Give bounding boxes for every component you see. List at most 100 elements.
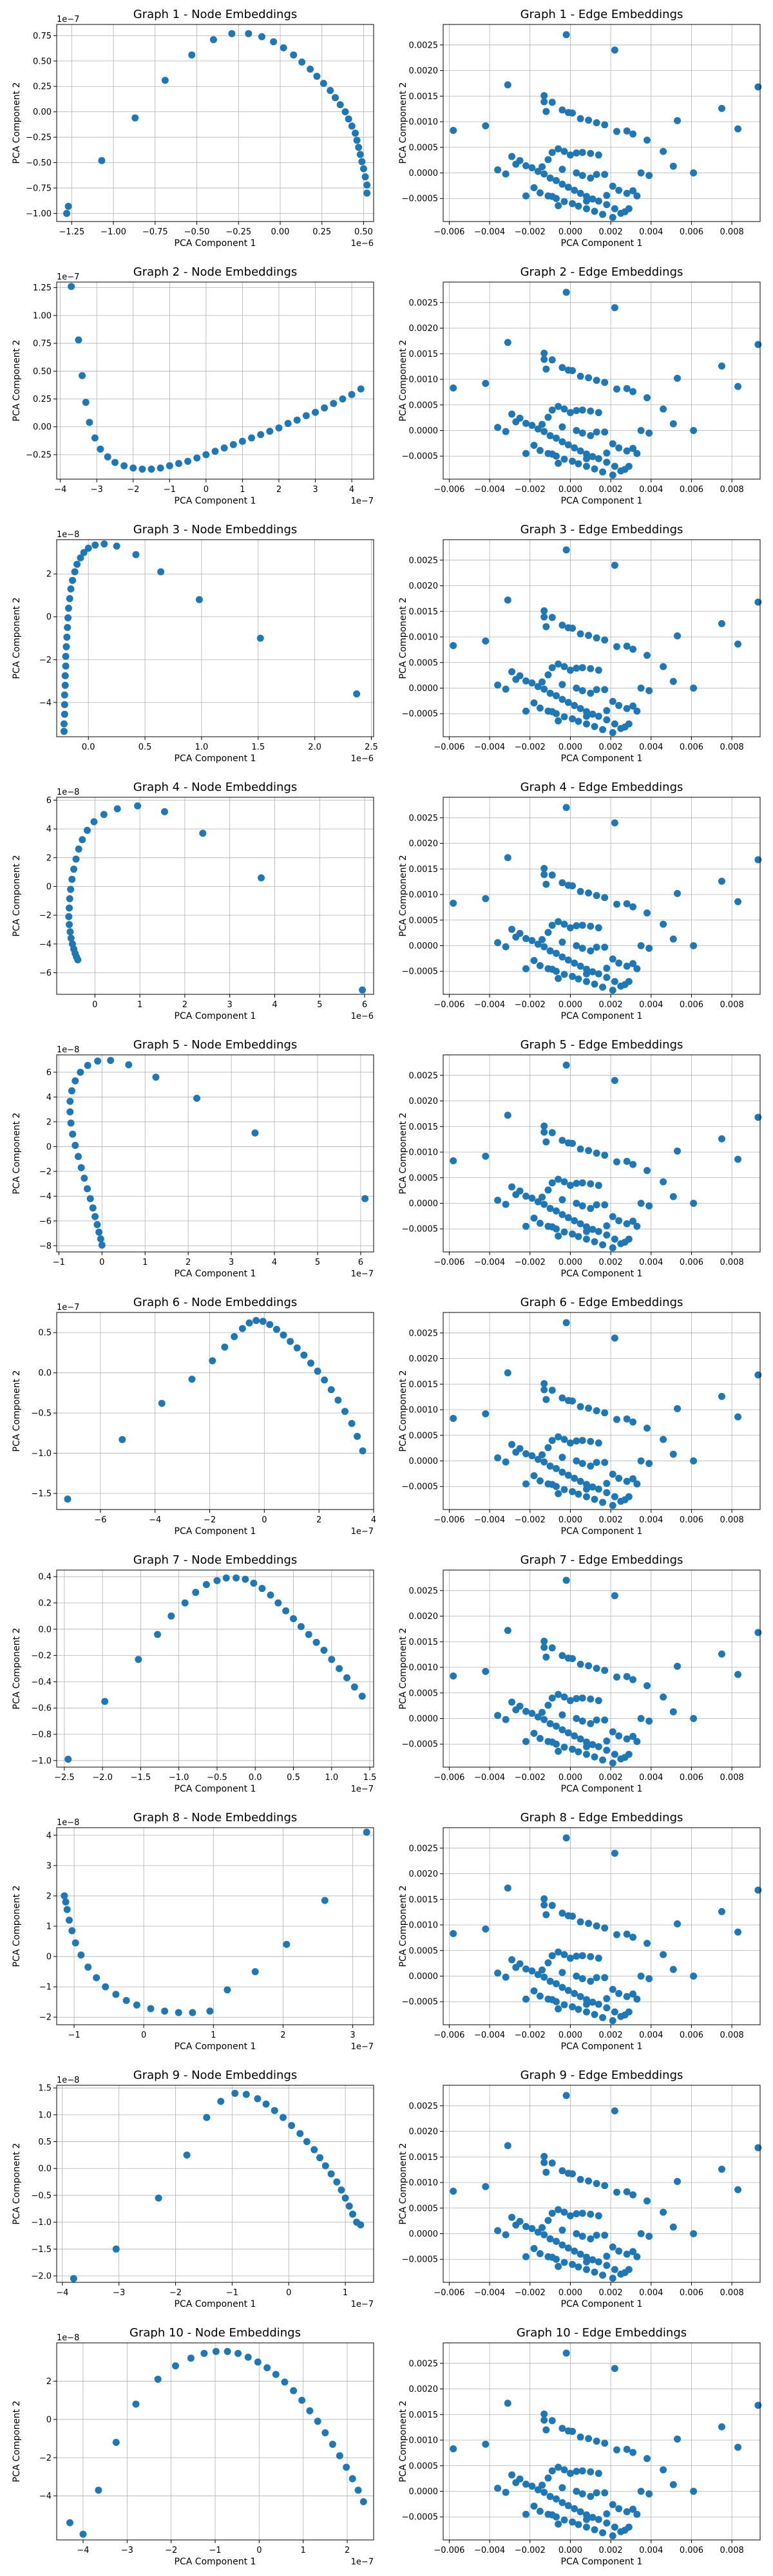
edge-chart-10-point-81 (617, 2528, 625, 2535)
node-chart-2-point-34 (348, 391, 356, 399)
edge-chart-9-point-66 (633, 2253, 641, 2260)
edge-chart-7-point-28 (516, 1702, 524, 1710)
edge-chart-5-point-77 (582, 1235, 590, 1243)
edge-chart-7-ytick-label-3: 0.0010 (409, 1663, 439, 1673)
edge-chart-2-point-65 (623, 447, 631, 455)
node-chart-2-point-13 (157, 464, 164, 472)
edge-chart-2-point-54 (595, 409, 602, 417)
edge-chart-7-point-51 (573, 1694, 580, 1702)
node-chart-4-point-20 (67, 934, 75, 942)
node-chart-2-xtick-label-1: −3 (91, 485, 103, 495)
node-chart-3-point-24 (61, 681, 69, 689)
edge-chart-5-point-66 (633, 1222, 641, 1230)
node-chart-3-point-21 (62, 652, 70, 660)
node-chart-1-point-30 (363, 181, 371, 189)
edge-chart-4-point-3 (482, 895, 490, 902)
node-chart-9-series (70, 2090, 365, 2282)
edge-chart-3-point-1 (611, 562, 618, 569)
edge-chart-4-point-76 (575, 975, 582, 983)
node-chart-5-ytick-label-5: 2 (46, 1117, 52, 1127)
node-chart-7-ylabel: PCA Component 2 (12, 1628, 22, 1710)
edge-chart-5-ytick-label-3: 0.0010 (409, 1148, 439, 1158)
node-chart-6-point-0 (64, 1495, 72, 1503)
edge-chart-9-point-21 (734, 2186, 742, 2193)
node-chart-6-point-6 (231, 1332, 238, 1340)
node-chart-8-xtick-label-0: −1 (68, 2031, 80, 2040)
edge-chart-4-point-49 (560, 920, 568, 928)
node-chart-1-ytick-label-5: 0.25 (33, 82, 52, 92)
edge-chart-4-point-2 (450, 900, 457, 907)
edge-chart-8-ylabel: PCA Component 2 (398, 1886, 408, 1967)
node-chart-7-grid (57, 1570, 374, 1767)
edge-chart-9-point-35 (558, 2241, 566, 2249)
edge-chart-9-point-40 (589, 2256, 596, 2264)
edge-chart-2-point-55 (544, 413, 552, 421)
edge-chart-2-point-78 (591, 465, 598, 473)
edge-chart-5-point-81 (617, 1240, 625, 1247)
edge-chart-2-point-51 (573, 406, 580, 414)
edge-chart-7-point-16 (629, 1676, 637, 1683)
edge-chart-7-point-12 (585, 1662, 593, 1670)
edge-chart-9-point-75 (569, 2260, 577, 2268)
edge-chart-5-ytick-label-1: 0.0000 (409, 1199, 439, 1209)
node-chart-1-ytick-label-4: 0.00 (33, 108, 52, 117)
edge-chart-10-point-40 (589, 2514, 596, 2521)
node-chart-8-ylabel: PCA Component 2 (12, 1886, 22, 1967)
edge-chart-5-xtick-label-0: −0.006 (434, 1258, 464, 1267)
edge-chart-3-point-58 (573, 684, 580, 692)
node-chart-4-point-2 (199, 829, 207, 837)
edge-chart-8-point-4 (504, 1884, 511, 1892)
edge-chart-9-point-45 (494, 2227, 502, 2235)
edge-chart-10-point-38 (577, 2508, 584, 2515)
edge-chart-9-ytick-label-1: 0.0000 (409, 2230, 439, 2239)
node-chart-7-xtick-label-7: 1.0 (325, 1773, 338, 1783)
node-chart-4-point-4 (134, 802, 142, 810)
edge-chart-5-point-45 (494, 1197, 502, 1204)
edge-chart-7-xtick-label-3: 0.000 (558, 1773, 582, 1783)
edge-chart-10-series (450, 2349, 762, 2540)
node-chart-2-point-5 (91, 434, 99, 442)
node-chart-2-xtick-label-7: 3 (312, 485, 318, 495)
node-chart-7-xtick-label-6: 0.5 (287, 1773, 300, 1783)
edge-chart-1-point-52 (578, 149, 586, 156)
node-chart-2-point-17 (193, 454, 201, 462)
node-chart-5-xlabel: PCA Component 1 (175, 1269, 256, 1279)
node-chart-2-point-26 (275, 424, 283, 431)
edge-chart-9-xtick-label-5: 0.004 (639, 2288, 663, 2298)
node-chart-4-point-5 (113, 805, 121, 813)
node-chart-7-xtick-label-0: −2.5 (54, 1773, 75, 1783)
edge-chart-7-point-58 (573, 1714, 580, 1722)
edge-chart-3-point-41 (595, 712, 602, 720)
node-chart-8-point-11 (122, 1996, 130, 2004)
edge-chart-1-point-13 (593, 119, 600, 127)
edge-chart-4-point-79 (599, 983, 607, 991)
node-chart-9-point-21 (341, 2194, 349, 2202)
node-chart-9-axes-frame (56, 2085, 374, 2283)
edge-chart-10-point-11 (577, 2433, 584, 2441)
node-chart-6-ytick-label-1: −1.0 (31, 1449, 52, 1459)
edge-chart-6-point-17 (644, 1425, 651, 1432)
edge-chart-7-ytick-label-2: 0.0005 (409, 1689, 439, 1698)
edge-chart-8-point-53 (587, 1953, 595, 1960)
node-chart-4-xtick-label-1: 1 (137, 1000, 142, 1010)
edge-chart-9-point-13 (593, 2180, 600, 2188)
edge-chart-7-point-82 (625, 1750, 633, 1758)
node-chart-8-point-17 (72, 1939, 79, 1947)
edge-chart-9-point-79 (599, 2271, 607, 2279)
node-chart-1-ytick-label-1: −0.75 (26, 184, 52, 193)
node-chart-1-point-22 (348, 122, 356, 130)
edge-chart-1-point-53 (587, 149, 595, 157)
edge-chart-4-point-18 (660, 920, 667, 928)
edge-chart-7-point-71 (536, 1734, 544, 1742)
edge-chart-5-point-68 (645, 1202, 653, 1209)
edge-chart-9-ytick-label-5: 0.0020 (409, 2127, 439, 2137)
edge-chart-8-point-14 (601, 1924, 609, 1932)
node-chart-2-xtick-label-3: −1 (164, 485, 176, 495)
node-chart-1-point-26 (356, 151, 364, 158)
edge-chart-4-point-52 (578, 922, 586, 929)
edge-chart-3-point-0 (562, 546, 570, 554)
edge-chart-7-point-7 (548, 1644, 556, 1652)
node-chart-2-point-35 (357, 385, 365, 393)
edge-chart-4-xtick-label-7: 0.008 (720, 1000, 744, 1010)
edge-chart-2-point-28 (516, 414, 524, 422)
